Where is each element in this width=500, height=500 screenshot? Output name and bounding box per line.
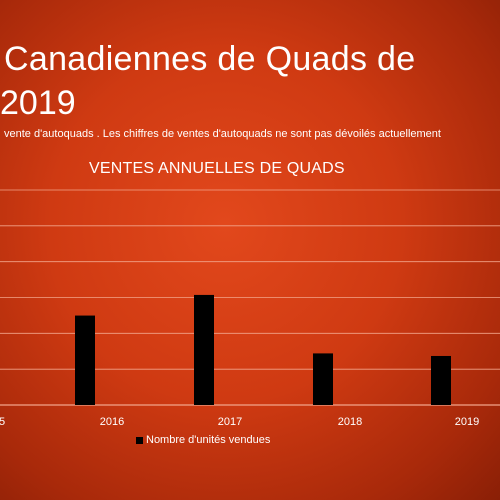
slide-title-line2: 2019	[0, 84, 76, 122]
bar-2019	[431, 355, 451, 405]
chart-legend: Nombre d'unités vendues	[136, 434, 270, 446]
legend-swatch	[136, 436, 143, 444]
x-tick-label: 2016	[100, 416, 124, 428]
bar-2017	[194, 294, 214, 405]
bar-2018	[313, 353, 333, 405]
x-tick-label: 5	[0, 416, 5, 428]
x-tick-label: 2017	[218, 416, 242, 428]
bar-2016	[75, 315, 95, 405]
x-tick-label: 2018	[338, 416, 362, 428]
slide-title-line1: Canadiennes de Quads de	[4, 40, 416, 78]
legend-label: Nombre d'unités vendues	[146, 434, 271, 446]
chart-title: VENTES ANNUELLES DE QUADS	[89, 160, 345, 177]
slide-subtitle: vente d'autoquads . Les chiffres de vent…	[4, 128, 441, 140]
x-tick-label: 2019	[455, 416, 479, 428]
